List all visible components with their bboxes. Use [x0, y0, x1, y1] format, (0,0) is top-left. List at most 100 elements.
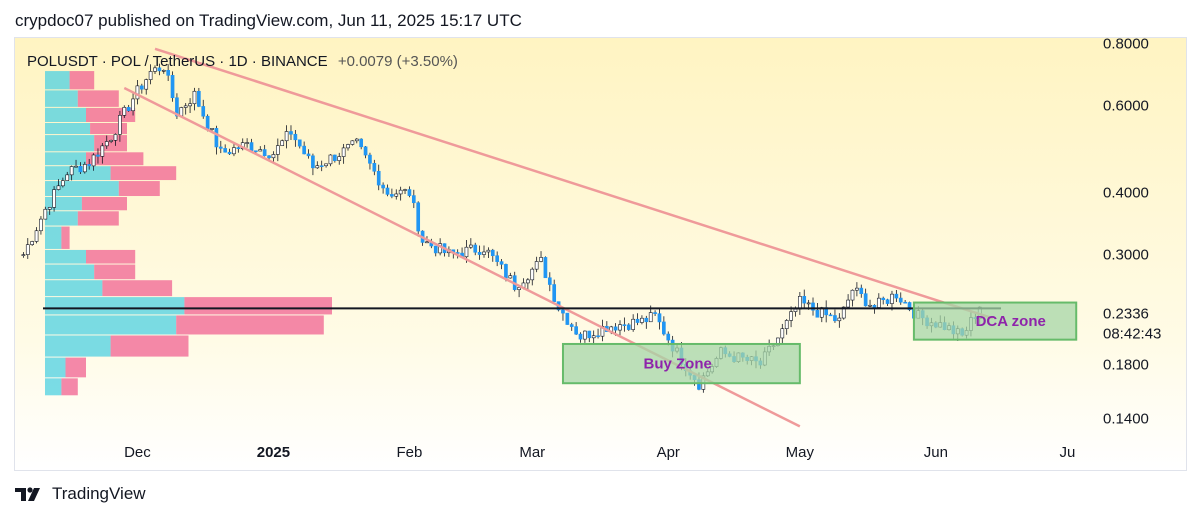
candle-up [354, 138, 359, 142]
x-tick-label: May [786, 444, 815, 461]
candle-up [846, 299, 850, 308]
candle-up [61, 180, 65, 187]
candle-up [25, 244, 30, 255]
candle-up [850, 289, 855, 301]
candle-down [666, 333, 671, 341]
candle-down [376, 170, 381, 186]
candle-down [552, 284, 557, 302]
price-chart-svg[interactable]: Buy Zone DCA zone 0.8000 0.6000 0.4000 0.3000… [15, 38, 1186, 470]
candle-up [30, 241, 34, 245]
candle-down [828, 314, 833, 317]
volume-profile-up-bar [45, 249, 86, 264]
volume-profile-down-bar [176, 315, 324, 335]
x-tick-label: Apr [657, 444, 680, 461]
candle-down [622, 324, 627, 326]
volume-profile-down-bar [77, 211, 119, 226]
candle-down [201, 106, 206, 117]
candle-up [284, 131, 289, 142]
candle-up [526, 279, 530, 284]
candle-up [798, 296, 802, 310]
volume-profile-down-bar [81, 197, 127, 211]
volume-profile-down-bar [94, 135, 127, 152]
candle-down [802, 296, 807, 304]
candle-down [368, 154, 372, 164]
candle-up [784, 320, 789, 329]
candle-up [806, 302, 811, 305]
candle-up [315, 165, 320, 169]
volume-profile-up-bar [45, 297, 185, 315]
candle-up [100, 145, 105, 157]
volume-profile-up-bar [45, 211, 78, 226]
candle-down [390, 194, 394, 197]
candle-up [398, 189, 403, 195]
y-tick-label: 0.6000 [1103, 97, 1149, 114]
trendline-upper [154, 47, 994, 320]
x-tick-label: 2025 [257, 444, 290, 461]
candle-down [333, 154, 337, 161]
candle-up [82, 164, 87, 173]
candle-up [534, 261, 539, 270]
candle-down [96, 154, 100, 157]
y-tick-label: 0.8000 [1103, 38, 1149, 52]
candle-down [657, 313, 662, 323]
candle-down [289, 131, 293, 135]
y-tick-label: 0.3000 [1103, 247, 1149, 264]
candle-up [144, 79, 149, 90]
volume-profile-down-bar [65, 357, 86, 378]
volume-profile-down-bar [184, 297, 332, 315]
candle-up [104, 141, 109, 147]
candle-down [311, 155, 315, 169]
candle-down [565, 312, 570, 325]
volume-profile-up-bar [45, 152, 86, 166]
candle-down [881, 297, 886, 301]
candle-down [411, 195, 416, 204]
volume-profile-up-bar [45, 90, 78, 107]
candle-up [793, 308, 798, 312]
candle-up [403, 189, 407, 191]
candle-up [43, 208, 48, 220]
volume-profile-up-bar [45, 264, 95, 280]
x-tick-label: Ju [1060, 444, 1076, 461]
candle-up [350, 140, 355, 145]
volume-profile-up-bar [45, 378, 62, 396]
candle-up [161, 70, 166, 72]
candle-up [855, 287, 859, 291]
candle-down [495, 255, 499, 262]
candle-down [644, 317, 649, 323]
candle-up [109, 139, 113, 142]
candle-up [486, 249, 491, 253]
candle-down [319, 165, 324, 168]
candle-down [569, 324, 574, 327]
candle-up [841, 306, 846, 319]
candle-down [547, 277, 552, 285]
candle-up [346, 144, 350, 149]
candle-up [890, 293, 894, 304]
candle-up [52, 189, 56, 208]
candle-down [249, 142, 254, 152]
symbol-legend: POLUSDT · POL / TetherUS · 1D · BINANCE … [27, 53, 458, 70]
candle-down [815, 309, 820, 318]
volume-profile-up-bar [45, 107, 86, 122]
candle-up [148, 71, 153, 80]
candle-down [811, 302, 815, 311]
symbol-name: POLUSDT · POL / TetherUS · 1D · BINANCE [27, 53, 328, 70]
volume-profile-down-bar [110, 166, 177, 181]
candle-up [780, 328, 785, 339]
candle-down [543, 257, 548, 279]
publish-header: crypdoc07 published on TradingView.com, … [15, 11, 522, 30]
volume-profile-up-bar [45, 71, 70, 90]
candle-down [170, 75, 175, 99]
candle-up [583, 330, 587, 340]
candle-down [267, 155, 271, 159]
volume-profile-down-bar [94, 264, 136, 280]
x-tick-label: Mar [519, 444, 545, 461]
candle-down [223, 148, 228, 153]
chart-area[interactable]: Buy Zone DCA zone 0.8000 0.6000 0.4000 0.3000… [14, 37, 1187, 471]
candle-down [175, 97, 179, 117]
volume-profile-down-bar [86, 152, 144, 166]
candle-up [341, 147, 346, 157]
chart-background [15, 38, 1186, 470]
volume-profile-up-bar [45, 135, 95, 152]
x-tick-label: Jun [924, 444, 948, 461]
candle-down [385, 187, 390, 195]
